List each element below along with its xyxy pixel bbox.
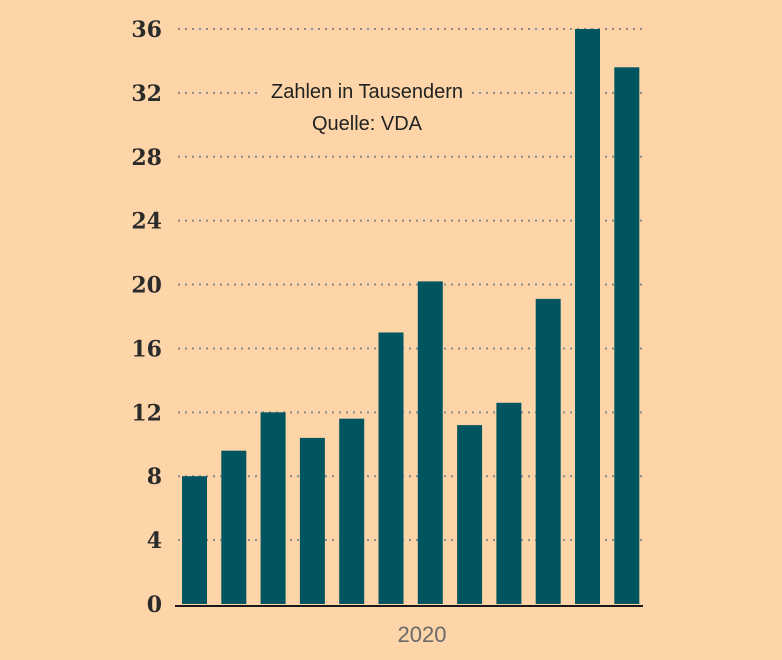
y-tick-label-20: 20	[131, 273, 162, 299]
bar-6	[378, 332, 404, 604]
bars	[182, 29, 640, 605]
y-axis-labels: 0 4 8 12 16 20 24 28 32 36	[131, 17, 162, 618]
bar-8	[457, 425, 483, 604]
bar-11	[575, 29, 600, 604]
y-tick-label-12: 12	[131, 400, 162, 426]
bar-10	[535, 298, 561, 604]
bar-5	[339, 418, 365, 604]
note-source: Quelle: VDA	[312, 113, 423, 135]
bar-9	[496, 402, 522, 605]
y-tick-label-36: 36	[131, 17, 162, 43]
y-tick-label-8: 8	[147, 464, 162, 490]
y-tick-label-16: 16	[131, 336, 162, 362]
y-tick-label-24: 24	[131, 209, 162, 235]
bar-7	[417, 281, 443, 604]
x-axis-year-label: 2020	[398, 622, 447, 647]
bar-3	[260, 412, 286, 604]
y-tick-label-4: 4	[147, 528, 162, 554]
bar-2	[221, 450, 247, 604]
y-tick-label-0: 0	[147, 592, 162, 618]
note-background	[262, 74, 472, 142]
bar-12	[614, 67, 640, 605]
y-tick-label-32: 32	[131, 81, 162, 107]
y-tick-label-28: 28	[131, 145, 162, 171]
bar-4	[299, 437, 325, 604]
note-units: Zahlen in Tausendern	[271, 81, 463, 103]
bar-1	[182, 476, 207, 604]
